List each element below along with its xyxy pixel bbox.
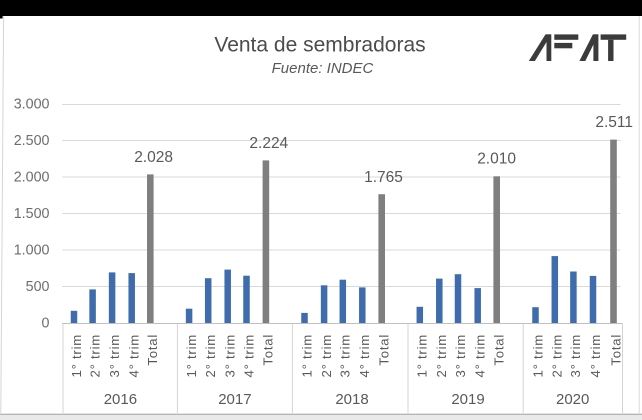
svg-text:2° trim: 2° trim <box>203 334 218 378</box>
svg-text:1° trim: 1° trim <box>69 334 84 378</box>
svg-text:Venta de sembradoras: Venta de sembradoras <box>214 34 425 57</box>
svg-text:1° trim: 1° trim <box>415 334 430 378</box>
svg-text:Total: Total <box>608 334 623 366</box>
svg-text:2° trim: 2° trim <box>319 334 334 378</box>
svg-text:3° trim: 3° trim <box>223 334 238 378</box>
svg-text:2019: 2019 <box>451 391 484 408</box>
svg-text:2° trim: 2° trim <box>550 334 565 378</box>
svg-text:2.028: 2.028 <box>134 149 173 166</box>
svg-text:Total: Total <box>377 334 392 366</box>
svg-text:2.500: 2.500 <box>14 133 50 149</box>
svg-text:Total: Total <box>492 334 507 366</box>
svg-text:1° trim: 1° trim <box>530 334 545 378</box>
svg-text:4° trim: 4° trim <box>241 334 256 378</box>
svg-text:3° trim: 3° trim <box>453 334 468 378</box>
svg-text:3° trim: 3° trim <box>338 334 353 378</box>
svg-text:2.511: 2.511 <box>595 114 633 131</box>
svg-text:4° trim: 4° trim <box>357 334 372 378</box>
svg-text:2° trim: 2° trim <box>434 334 449 378</box>
svg-text:2° trim: 2° trim <box>87 334 102 378</box>
svg-text:500: 500 <box>26 279 50 295</box>
svg-text:2.224: 2.224 <box>249 135 288 152</box>
svg-text:3° trim: 3° trim <box>107 334 122 378</box>
svg-text:Total: Total <box>261 334 276 366</box>
svg-text:0: 0 <box>42 316 50 332</box>
svg-text:2.000: 2.000 <box>14 170 50 186</box>
svg-text:2020: 2020 <box>556 391 589 408</box>
svg-text:1.765: 1.765 <box>364 169 403 186</box>
svg-text:3° trim: 3° trim <box>568 334 583 378</box>
svg-text:Total: Total <box>145 334 160 366</box>
svg-text:Fuente: INDEC: Fuente: INDEC <box>272 60 374 77</box>
svg-text:1.000: 1.000 <box>14 243 50 259</box>
svg-text:2.010: 2.010 <box>477 151 516 168</box>
svg-text:1° trim: 1° trim <box>299 334 314 378</box>
svg-text:2016: 2016 <box>104 391 137 408</box>
svg-text:4° trim: 4° trim <box>588 334 603 378</box>
svg-text:4° trim: 4° trim <box>127 334 142 378</box>
svg-text:1.500: 1.500 <box>14 206 50 222</box>
svg-text:2017: 2017 <box>218 391 251 408</box>
svg-text:1° trim: 1° trim <box>184 334 199 378</box>
svg-text:2018: 2018 <box>335 391 368 408</box>
svg-text:3.000: 3.000 <box>14 97 50 113</box>
svg-text:4° trim: 4° trim <box>473 334 488 378</box>
